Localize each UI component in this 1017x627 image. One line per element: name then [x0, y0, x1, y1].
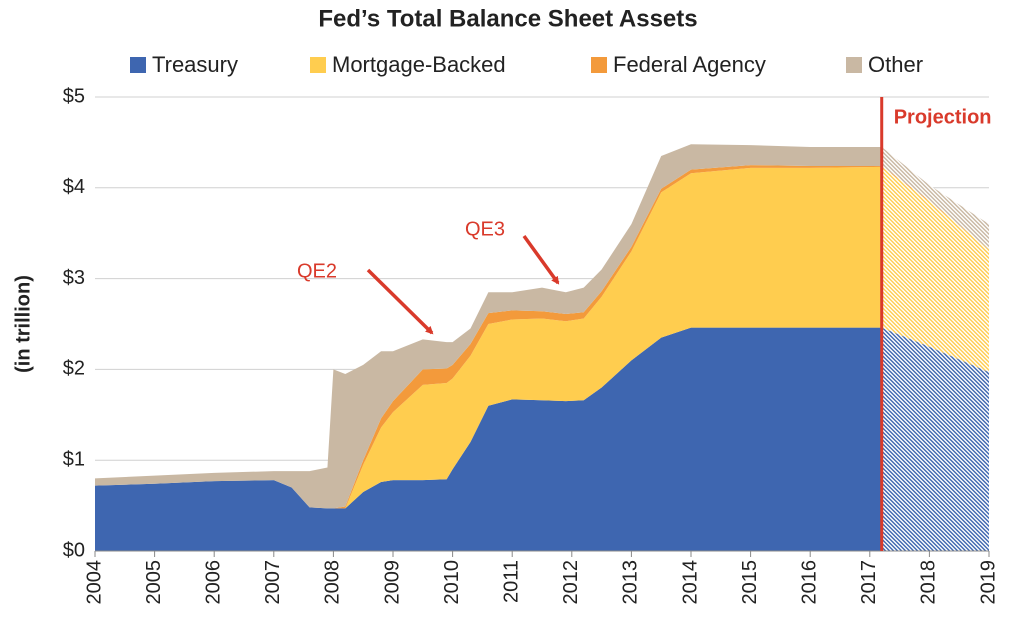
x-tick-label: 2018 [918, 560, 940, 605]
x-tick-label: 2007 [262, 560, 284, 605]
area [95, 327, 989, 551]
annotation-arrow [522, 234, 560, 285]
legend-label: Federal Agency [613, 52, 766, 77]
legend-label: Mortgage-Backed [332, 52, 506, 77]
y-axis-label: (in trillion) [12, 275, 34, 373]
x-tick-label: 2015 [739, 560, 761, 605]
chart-title: Fed’s Total Balance Sheet Assets [318, 5, 697, 32]
y-tick-label: $3 [63, 267, 85, 289]
y-tick-label: $0 [63, 539, 85, 561]
annotation: QE3 [465, 218, 505, 240]
x-tick-label: 2019 [977, 560, 999, 605]
x-tick-label: 2009 [381, 560, 403, 605]
y-tick-label: $2 [63, 358, 85, 380]
x-tick-label: 2008 [322, 560, 344, 605]
legend-label: Treasury [152, 52, 238, 77]
y-tick-label: $1 [63, 448, 85, 470]
annotation-arrow [366, 268, 434, 335]
x-tick-label: 2012 [560, 560, 582, 605]
legend-swatch [310, 57, 326, 73]
y-tick-label: $4 [63, 176, 85, 198]
legend-swatch [130, 57, 146, 73]
x-tick-label: 2005 [143, 560, 165, 605]
legend-swatch [846, 57, 862, 73]
projection-label: Projection [894, 106, 992, 128]
x-tick-label: 2011 [500, 560, 522, 603]
x-tick-label: 2010 [441, 560, 463, 605]
x-tick-label: 2004 [83, 560, 105, 605]
y-tick-label: $5 [63, 85, 85, 107]
annotation: QE2 [297, 260, 337, 282]
legend-swatch [591, 57, 607, 73]
x-tick-label: 2014 [679, 560, 701, 605]
x-tick-label: 2016 [798, 560, 820, 605]
x-tick-label: 2006 [202, 560, 224, 605]
x-tick-label: 2017 [858, 560, 880, 605]
x-tick-label: 2013 [620, 560, 642, 605]
area [95, 166, 989, 509]
legend-label: Other [868, 52, 923, 77]
